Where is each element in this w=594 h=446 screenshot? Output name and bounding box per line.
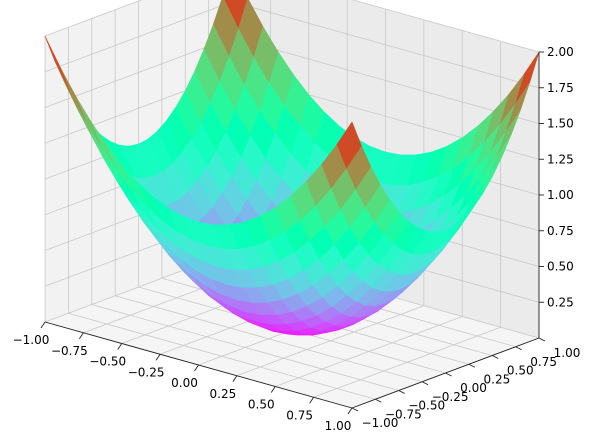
- y-tick-label: 0.00: [460, 381, 487, 395]
- floor-gridline-y: [115, 295, 423, 383]
- x-tick-label: 0.25: [210, 387, 237, 401]
- surface-mesh: [44, 0, 540, 336]
- back-wall-gridline-z: [231, 37, 540, 124]
- z-tick-label: 2.00: [547, 45, 574, 59]
- y-tick-label: −0.25: [432, 390, 469, 404]
- z-tick-label: 1.50: [547, 117, 574, 131]
- y-tick-label: 0.25: [484, 372, 511, 386]
- y-tick-label: −0.75: [385, 407, 422, 421]
- back-wall-gridline-z: [351, 0, 540, 53]
- z-tick-label: 1.75: [547, 81, 574, 95]
- left-wall-gridline-z: [44, 37, 233, 108]
- z-tick-label: 0.75: [547, 224, 574, 238]
- z-tick-label: 1.00: [547, 188, 574, 202]
- x-tick-mark: [270, 386, 276, 393]
- x-tick-label: 0.00: [171, 376, 198, 390]
- z-tick-label: 0.50: [547, 260, 574, 274]
- y-tick-mark: [492, 355, 499, 359]
- x-tick-mark: [347, 407, 353, 415]
- x-tick-mark: [79, 332, 84, 339]
- y-tick-mark: [468, 363, 476, 368]
- z-tick-label: 1.25: [547, 152, 574, 166]
- floor-gridline-y: [91, 304, 399, 391]
- x-tick-label: −0.25: [128, 365, 165, 379]
- x-tick-label: 0.50: [248, 398, 275, 412]
- x-tick-mark: [117, 343, 123, 350]
- y-tick-mark: [515, 346, 522, 351]
- y-tick-label: −1.00: [362, 416, 399, 430]
- floor-gridline-y: [68, 312, 376, 400]
- x-tick-label: 1.00: [325, 419, 352, 433]
- x-tick-mark: [232, 375, 238, 382]
- x-tick-mark: [194, 364, 199, 372]
- x-axis-ticks: −1.00−0.75−0.50−0.25 0.00 0.25 0.50 0.75 1.00: [13, 321, 353, 433]
- y-tick-label: 0.75: [530, 355, 557, 369]
- y-axis-ticks: −1.00−0.75−0.50−0.250.000.250.500.751.00: [351, 337, 581, 430]
- x-tick-label: −0.50: [89, 355, 126, 369]
- y-tick-label: −0.50: [408, 399, 445, 413]
- surface-facet: [44, 35, 70, 92]
- x-tick-label: −1.00: [13, 333, 50, 347]
- left-wall-gridline-z: [44, 1, 233, 73]
- y-tick-mark: [445, 372, 452, 377]
- x-tick-label: −0.75: [51, 344, 88, 358]
- y-tick-mark: [351, 407, 359, 412]
- y-tick-label: 1.00: [554, 346, 581, 360]
- y-tick-mark: [398, 390, 405, 394]
- y-tick-mark: [538, 337, 546, 342]
- x-tick-mark: [309, 397, 314, 404]
- x-tick-mark: [40, 321, 46, 329]
- back-wall-gridline-z: [231, 1, 540, 89]
- x-tick-mark: [155, 354, 161, 361]
- x-tick-label: 0.75: [286, 408, 313, 422]
- z-axis-ticks: 0.25 0.50 0.75 1.00 1.25 1.50 1.75 2.00: [539, 45, 574, 309]
- y-tick-label: 0.50: [507, 364, 534, 378]
- z-tick-label: 0.25: [547, 295, 574, 309]
- left-wall-gridline-z: [44, 0, 143, 37]
- y-tick-mark: [375, 398, 382, 403]
- y-tick-mark: [421, 381, 429, 386]
